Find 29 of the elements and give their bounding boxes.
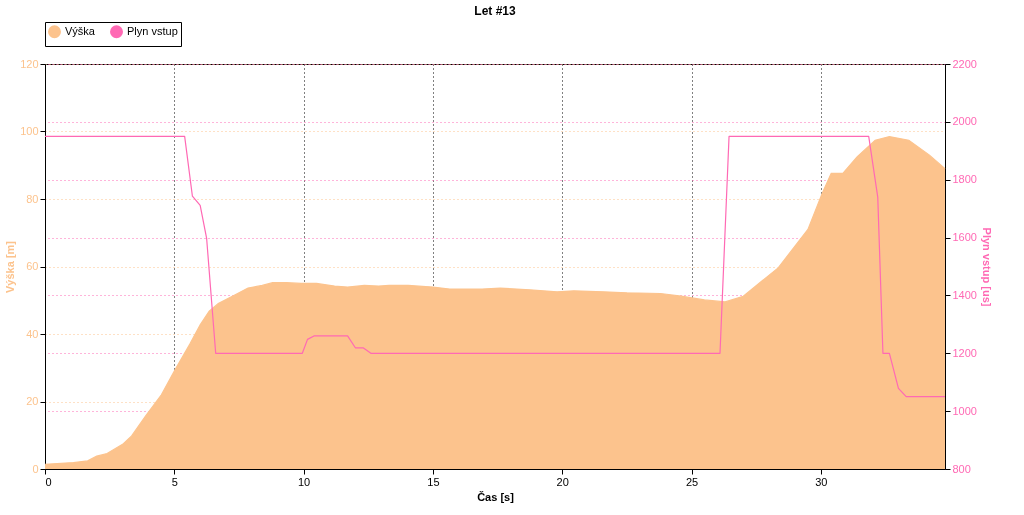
x-tick-label: 0 <box>45 475 52 488</box>
chart-title: Let #13 <box>474 3 516 18</box>
y-tick-label: 100 <box>20 125 39 137</box>
y-tick-label: 80 <box>26 192 39 205</box>
y2-tick-label: 1800 <box>952 173 977 186</box>
y-tick-label: 0 <box>32 462 39 475</box>
x-tick-label: 15 <box>427 475 440 488</box>
y-tick-label: 20 <box>26 395 39 407</box>
line-series <box>44 135 946 398</box>
y2-tick-label: 800 <box>952 462 971 475</box>
legend-label: Výška <box>65 24 96 37</box>
x-tick-label: 5 <box>171 475 178 488</box>
x-tick-label: 25 <box>685 475 699 488</box>
x-tick-label: 30 <box>815 475 828 488</box>
y-tick-label: 120 <box>20 57 39 70</box>
y-tick-label: 40 <box>26 327 39 340</box>
y2-tick-label: 1600 <box>952 231 977 244</box>
x-axis-title: Čas [s] <box>477 490 515 503</box>
y2-tick-label: 1400 <box>952 288 977 301</box>
x-tick-label: 20 <box>556 475 569 488</box>
legend-label: Plyn vstup <box>127 24 178 37</box>
y2-tick-label: 2200 <box>952 57 977 70</box>
y-tick-label: 60 <box>26 260 39 272</box>
x-tick-label: 10 <box>298 475 311 488</box>
y-axis-title: Výška [m] <box>4 240 17 293</box>
y2-tick-label: 1000 <box>952 404 977 417</box>
y2-tick-label: 1200 <box>952 346 977 359</box>
y2-tick-label: 2000 <box>952 115 977 128</box>
y2-axis-title: Plyn vstup [us] <box>980 227 993 307</box>
